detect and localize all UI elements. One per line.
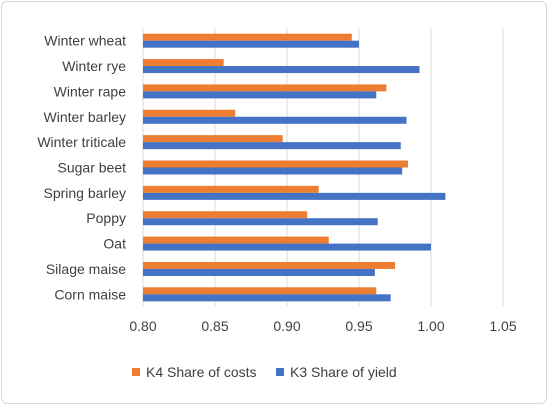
x-tick-label: 0.95 — [345, 318, 372, 334]
bar — [143, 192, 446, 200]
category-label: Oat — [103, 236, 126, 252]
bar — [143, 59, 224, 67]
x-tick-label: 0.85 — [201, 318, 228, 334]
category-label: Poppy — [86, 210, 126, 226]
bar — [143, 33, 352, 41]
bar — [143, 167, 403, 175]
bar — [143, 261, 395, 269]
bar — [143, 211, 308, 219]
category-label: Sugar beet — [58, 160, 127, 176]
bar — [143, 243, 431, 251]
bar — [143, 218, 378, 226]
category-label: Silage maise — [46, 261, 126, 277]
x-tick-label: 0.90 — [273, 318, 300, 334]
bar — [143, 84, 387, 92]
category-label: Spring barley — [44, 185, 127, 201]
bar — [143, 91, 377, 99]
x-tick-label: 1.00 — [417, 318, 444, 334]
category-label: Corn maise — [54, 286, 126, 302]
legend-label: K3 Share of yield — [290, 364, 397, 380]
bar — [143, 142, 401, 150]
x-tick-labels: 0.80 0.85 0.90 0.95 1.00 1.05 — [129, 318, 516, 334]
legend-swatch — [276, 368, 284, 376]
bar — [143, 66, 420, 74]
bar — [143, 160, 408, 168]
bar — [143, 109, 236, 117]
bar — [143, 236, 329, 244]
category-labels: Winter wheat Winter rye Winter rape Winter … — [37, 33, 126, 303]
x-tick-label: 1.05 — [489, 318, 516, 334]
bar — [143, 185, 319, 193]
bars — [143, 33, 446, 302]
bar — [143, 287, 377, 295]
category-label: Winter triticale — [37, 134, 126, 150]
category-label: Winter wheat — [44, 33, 126, 49]
legend: K4 Share of costs K3 Share of yield — [132, 364, 397, 380]
bar — [143, 135, 283, 143]
category-label: Winter rye — [62, 58, 126, 74]
bar — [143, 294, 391, 302]
x-tick-label: 0.80 — [129, 318, 156, 334]
bar — [143, 268, 375, 276]
bar — [143, 40, 359, 48]
category-label: Winter barley — [44, 109, 126, 125]
category-label: Winter rape — [54, 83, 127, 99]
bar — [143, 116, 407, 124]
gridlines — [142, 28, 504, 307]
legend-swatch — [132, 368, 140, 376]
legend-label: K4 Share of costs — [146, 364, 257, 380]
